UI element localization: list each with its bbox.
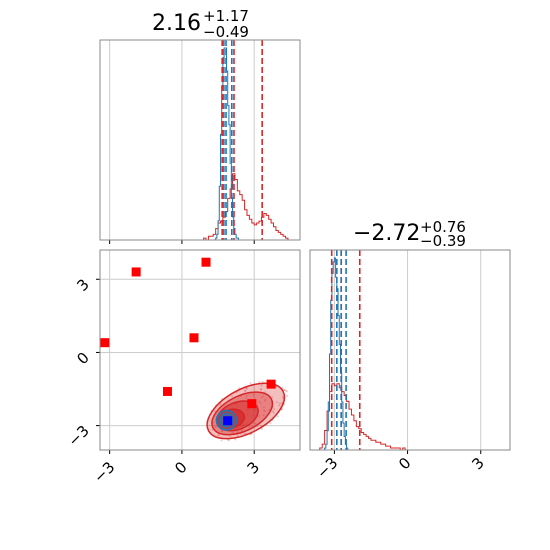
param2-histogram-red [319,383,406,451]
joint-sample-point [220,439,223,442]
joint-sample-point [262,409,265,412]
joint-y-tick-label-1: 0 [73,349,92,368]
param2-title: −2.72 [353,221,420,246]
joint-sample-point [259,402,262,405]
joint-sample-point [269,422,272,425]
joint-frame [99,249,301,451]
param1-histogram-red [203,173,289,241]
param2-title-value: −2.72 [353,221,420,246]
joint-sample-point [260,384,263,387]
joint-sample-point [249,382,252,385]
joint-x-tick-label-1: 0 [171,458,190,477]
joint-sample-point [237,387,240,390]
param1-title-minus: −0.49 [203,23,249,41]
joint-sample-point [247,426,250,429]
joint-x-tick-label-0: −3 [90,458,118,486]
joint-sample-point [244,389,247,392]
joint-red-marker-3 [189,333,199,343]
joint-sample-point [244,390,247,393]
joint-sample-point [276,415,279,418]
joint-sample-point [282,396,285,399]
joint-sample-point [244,397,247,400]
joint-y-tick-label-0: −3 [64,422,92,450]
joint-sample-point [243,432,246,435]
joint-sample-point [284,389,287,392]
param1-title: 2.16 [152,11,201,36]
joint-sample-point [262,406,265,409]
joint-sample-point [219,404,222,407]
param2-tick-label-2: 3 [468,454,487,473]
param1-title-value: 2.16 [152,11,201,36]
joint-sample-point [258,400,261,403]
joint-sample-point [245,394,248,397]
joint-sample-point [262,395,265,398]
joint-red-marker-1 [201,257,211,267]
joint-sample-point [283,388,286,391]
param2-title-minus: −0.39 [420,232,466,250]
joint-sample-point [229,435,232,438]
joint-contours [100,257,286,440]
joint-sample-point [275,401,278,404]
joint-sample-point [263,400,266,403]
joint-blue-marker [223,416,233,426]
joint-sample-point [285,390,288,393]
joint-red-marker-5 [266,379,276,389]
joint-x-tick-label-2: 3 [244,458,263,477]
joint-sample-point [234,438,237,441]
joint-sample-point [221,430,224,433]
param1-title-plus: +1.17 [203,7,249,25]
joint-sample-point [245,387,248,390]
param2-title-plus: +0.76 [420,218,466,236]
joint-sample-point [263,410,266,413]
joint-sample-point [271,410,274,413]
joint-sample-point [259,388,262,391]
joint-sample-point [231,431,234,434]
joint-sample-point [221,430,224,433]
joint-sample-point [277,404,280,407]
joint-red-marker-2 [100,338,110,348]
joint-sample-point [262,414,265,417]
param2-histogram-panel: −3 0 3 [309,249,511,482]
param1-frame [99,39,301,241]
joint-sample-point [227,439,230,442]
joint-sample-point [260,396,263,399]
joint-sample-point [217,434,220,437]
joint-sample-point [264,398,267,401]
joint-distribution-panel: −3 0 3 −3 0 3 [64,249,301,486]
joint-sample-point [273,408,276,411]
joint-sample-point [258,380,261,383]
joint-sample-point [231,395,234,398]
joint-y-tick-label-2: 3 [73,275,92,294]
joint-sample-point [252,393,255,396]
joint-sample-point [254,422,257,425]
joint-sample-point [286,394,289,397]
joint-red-marker-4 [162,386,172,396]
joint-sample-point [260,427,263,430]
joint-sample-point [214,425,217,428]
joint-red-marker-6 [247,399,257,409]
joint-sample-point [212,421,215,424]
joint-sample-point [278,402,281,405]
param1-histogram-blue [215,47,240,240]
joint-sample-point [272,411,275,414]
joint-sample-point [252,422,255,425]
joint-sample-point [214,409,217,412]
joint-sample-point [260,388,263,391]
param1-histogram-panel [99,39,301,244]
param2-tick-label-1: 0 [395,454,414,473]
joint-sample-point [261,380,264,383]
joint-sample-point [275,385,278,388]
joint-red-marker-0 [131,267,141,277]
param2-frame [309,249,511,451]
param2-tick-label-0: −3 [313,454,341,482]
joint-sample-point [283,389,286,392]
joint-sample-point [257,415,260,418]
joint-sample-point [240,429,243,432]
joint-sample-point [271,396,274,399]
